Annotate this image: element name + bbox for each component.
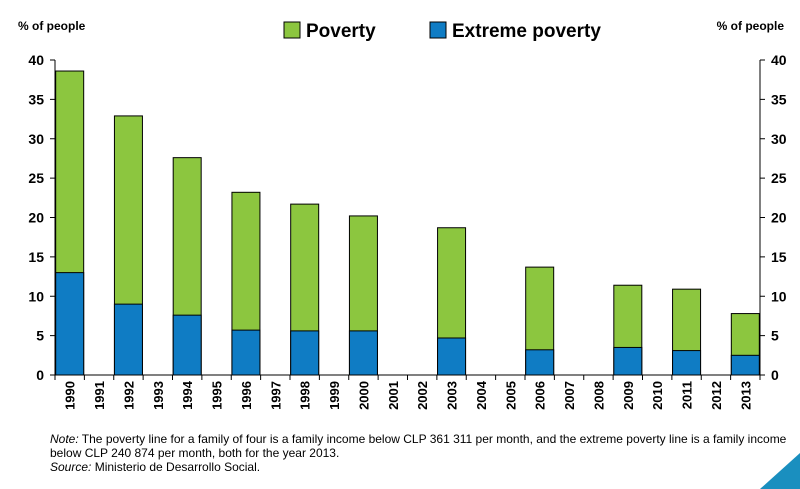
x-tick-label-2006: 2006 — [533, 381, 548, 410]
y-tick-label-left: 25 — [28, 170, 44, 186]
x-tick-label-2010: 2010 — [650, 381, 665, 410]
source-text: Ministerio de Desarrollo Social. — [91, 460, 261, 474]
bar-extreme-poverty-2000 — [348, 330, 378, 376]
source-label: Source: — [50, 460, 92, 474]
x-tick-label-2007: 2007 — [562, 381, 577, 410]
bar-extreme-poverty-2009 — [613, 346, 643, 376]
y-tick-label-right: 40 — [771, 52, 787, 68]
note-line: Note: The poverty line for a family of f… — [50, 432, 790, 460]
y-axis-label-right: % of people — [717, 19, 785, 33]
y-axis-label-left: % of people — [18, 19, 86, 33]
x-tick-label-1997: 1997 — [268, 381, 283, 410]
x-tick-label-1994: 1994 — [180, 380, 195, 410]
y-tick-label-left: 5 — [36, 328, 44, 344]
x-tick-label-1998: 1998 — [298, 381, 313, 410]
x-tick-label-2003: 2003 — [445, 381, 460, 410]
poverty-bar-chart: % of people % of people Poverty Extreme … — [18, 19, 787, 410]
bar-extreme-poverty-1996 — [231, 329, 261, 376]
bar-extreme-poverty-2011 — [672, 350, 702, 376]
y-tick-label-left: 30 — [28, 131, 44, 147]
bar-extreme-poverty-2006 — [525, 349, 555, 376]
y-tick-label-left: 0 — [36, 367, 44, 383]
legend: Poverty Extreme poverty — [283, 21, 601, 42]
x-ticks: 1990 1991 1992 1993 1994 1995 1996 1997 1998 1999… — [54, 375, 761, 410]
y-tick-label-right: 0 — [771, 367, 779, 383]
bar-extreme-poverty-1994 — [172, 314, 202, 376]
legend-swatch-extreme-poverty — [429, 21, 447, 39]
y-ticks: 0 0 5 5 10 10 15 15 20 20 25 25 30 30 35 35 40 40 — [28, 52, 786, 383]
x-tick-label-2012: 2012 — [709, 381, 724, 410]
bar-extreme-poverty-1990 — [55, 272, 85, 376]
y-tick-label-right: 35 — [771, 91, 787, 107]
y-tick-label-left: 10 — [28, 288, 44, 304]
x-tick-label-2009: 2009 — [621, 381, 636, 410]
x-tick-label-2002: 2002 — [415, 381, 430, 410]
x-tick-label-2011: 2011 — [680, 381, 695, 409]
x-tick-label-2008: 2008 — [591, 381, 606, 410]
x-tick-label-1992: 1992 — [121, 381, 136, 410]
y-tick-label-right: 20 — [771, 210, 787, 226]
x-tick-label-2004: 2004 — [474, 380, 489, 410]
y-tick-label-right: 15 — [771, 249, 787, 265]
bar-extreme-poverty-2013 — [730, 354, 760, 376]
legend-label-extreme-poverty: Extreme poverty — [452, 21, 601, 42]
note-label: Note: — [50, 432, 79, 446]
y-tick-label-left: 40 — [28, 52, 44, 68]
source-line: Source: Ministerio de Desarrollo Social. — [50, 460, 790, 474]
legend-label-poverty: Poverty — [306, 21, 376, 42]
x-tick-label-2001: 2001 — [386, 381, 401, 410]
y-tick-label-right: 10 — [771, 288, 787, 304]
y-tick-label-right: 25 — [771, 170, 787, 186]
note-text: The poverty line for a family of four is… — [50, 432, 787, 460]
y-tick-label-left: 35 — [28, 91, 44, 107]
bar-extreme-poverty-2003 — [437, 337, 467, 376]
corner-accent — [760, 453, 800, 489]
x-tick-label-1996: 1996 — [239, 381, 254, 410]
x-tick-label-1999: 1999 — [327, 381, 342, 410]
y-tick-label-left: 15 — [28, 249, 44, 265]
x-tick-label-2013: 2013 — [738, 381, 753, 410]
x-tick-label-1995: 1995 — [210, 381, 225, 410]
x-tick-label-1993: 1993 — [151, 381, 166, 410]
x-tick-label-1991: 1991 — [92, 381, 107, 410]
x-tick-label-2005: 2005 — [503, 381, 518, 410]
y-tick-label-right: 30 — [771, 131, 787, 147]
bars — [55, 70, 760, 376]
bar-extreme-poverty-1992 — [113, 303, 143, 376]
x-tick-label-1990: 1990 — [63, 381, 78, 410]
notes: Note: The poverty line for a family of f… — [50, 432, 790, 474]
bar-extreme-poverty-1998 — [290, 330, 320, 376]
legend-swatch-poverty — [283, 21, 301, 39]
y-tick-label-right: 5 — [771, 328, 779, 344]
x-tick-label-2000: 2000 — [356, 381, 371, 410]
y-tick-label-left: 20 — [28, 210, 44, 226]
